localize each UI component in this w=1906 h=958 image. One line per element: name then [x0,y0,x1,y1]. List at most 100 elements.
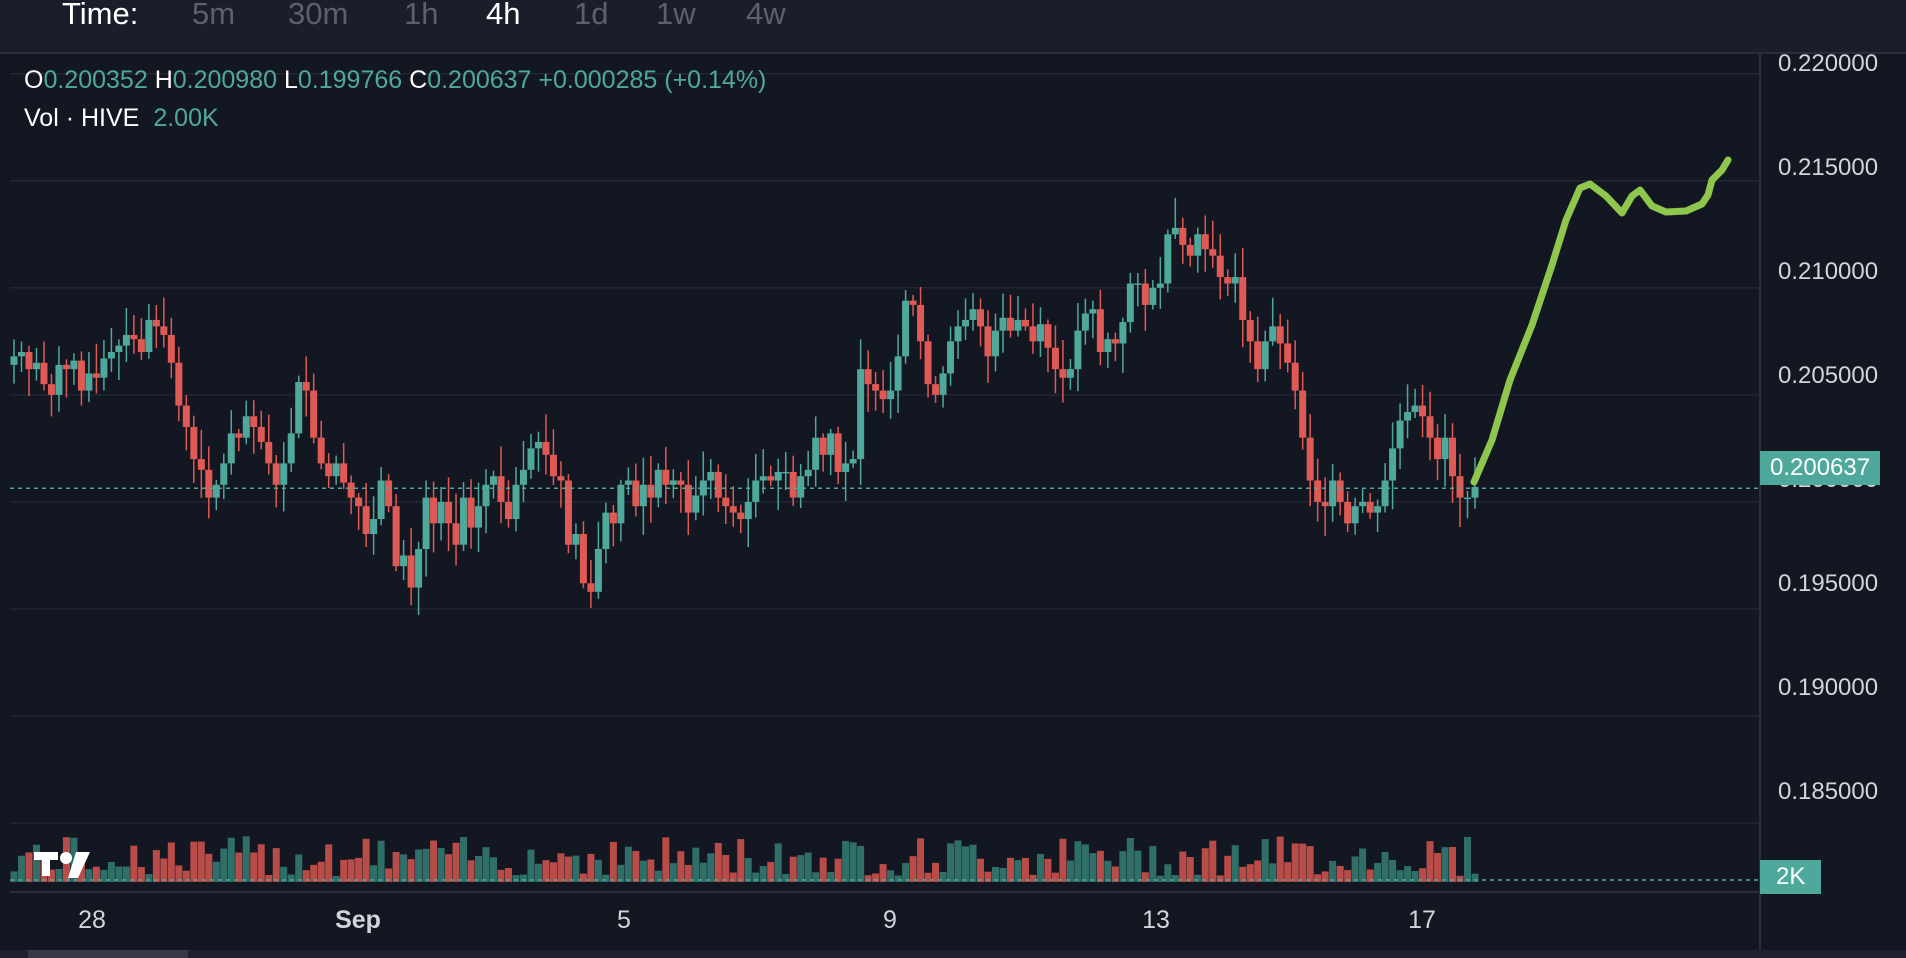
candle-body [542,441,550,455]
candle-body [909,300,917,305]
y-tick-label: 0.215000 [1778,154,1879,181]
volume-bar [917,838,925,882]
volume-bar [115,866,123,882]
volume-bar [1449,846,1457,882]
candle-body [1396,420,1404,449]
volume-bar [1426,841,1434,882]
volume-bar [1059,838,1067,882]
candle-body [115,345,123,353]
volume-bar [1224,855,1232,882]
candle-body [534,441,542,449]
volume-bar [437,847,445,882]
candle-body [1426,416,1434,438]
volume-bar [842,841,850,882]
candle-body [1171,227,1179,235]
timeframe-5m[interactable]: 5m [192,0,236,31]
volume-bar [280,866,288,882]
candle-body [804,469,812,477]
volume-bar [1156,875,1164,882]
candle-body [295,382,303,434]
time-scrollbar-thumb[interactable] [28,950,188,958]
volume-bar [325,844,333,882]
candle-body [272,463,280,485]
volume-bar [617,864,625,882]
candle-body [1216,255,1224,278]
volume-bar [684,864,692,882]
timeframe-30m[interactable]: 30m [288,0,349,31]
candle-body [265,441,273,464]
volume-bar [1074,841,1082,882]
volume-bar [1434,852,1442,882]
volume-bar [909,856,917,882]
volume-bar [1284,862,1292,882]
candle-body [362,506,370,535]
candle-body [1014,319,1022,331]
candle-body [759,476,767,481]
volume-bar [609,841,617,882]
time-scrollbar[interactable] [0,950,1906,958]
candle-body [639,484,647,507]
candle-body [227,433,235,464]
candle-body [572,534,580,545]
candle-body [497,476,505,502]
volume-bar [347,859,355,882]
volume-bar [1089,853,1097,882]
volume-bar [1126,838,1134,882]
candle-body [669,480,677,485]
volume-bar [737,839,745,882]
high-value: 0.200980 [172,66,278,94]
volume-bar [527,849,535,882]
volume-bar [1396,870,1404,882]
volume-bar [564,856,572,882]
close-label: C [409,66,428,94]
candle-body [1389,448,1397,481]
volume-bar [1411,871,1419,882]
candle-body [437,501,445,524]
volume-bar [1261,839,1269,882]
candle-body [1441,437,1449,460]
volume-bar [152,850,160,882]
volume-bar [549,862,557,882]
volume-bar [1096,850,1104,882]
timeframe-1d[interactable]: 1d [574,0,609,31]
volume-bar [977,858,985,882]
candle-body [1194,234,1202,256]
y-tick-label: 0.190000 [1778,674,1879,701]
volume-bar [714,842,722,882]
candle-body [677,480,685,485]
timeframe-1w[interactable]: 1w [656,0,696,31]
volume-bar [1299,843,1307,882]
timeframe-4h[interactable]: 4h [486,0,521,31]
timeframe-4w[interactable]: 4w [746,0,786,31]
candle-body [857,369,865,460]
x-tick-label: 28 [78,906,106,934]
volume-bar [932,862,940,882]
volume-bar [887,870,895,882]
candle-body [1284,343,1292,363]
candle-body [1209,249,1217,256]
candle-body [1471,486,1479,498]
volume-bar [1036,854,1044,882]
candle-body [737,512,745,520]
volume-bar [1314,874,1322,882]
high-label: H [154,66,173,94]
volume-bar [647,859,655,882]
candle-body [1239,277,1247,320]
candle-body [902,300,910,357]
volume-bar [767,861,775,882]
volume-bar [467,860,475,882]
volume-bar [482,847,490,882]
volume-bar [205,853,213,882]
volume-bar [954,840,962,882]
candle-body [467,497,475,528]
timeframe-1h[interactable]: 1h [404,0,439,31]
candle-body [137,339,145,353]
candle-body [864,369,872,385]
candle-body [924,341,932,385]
volume-bar [1066,860,1074,882]
timeframe-toolbar: Time: 5m 30m 1h 4h 1d 1w 4w [0,0,1906,54]
candle-body [1029,326,1037,342]
volume-bar [1374,862,1382,882]
candle-body [250,416,258,427]
